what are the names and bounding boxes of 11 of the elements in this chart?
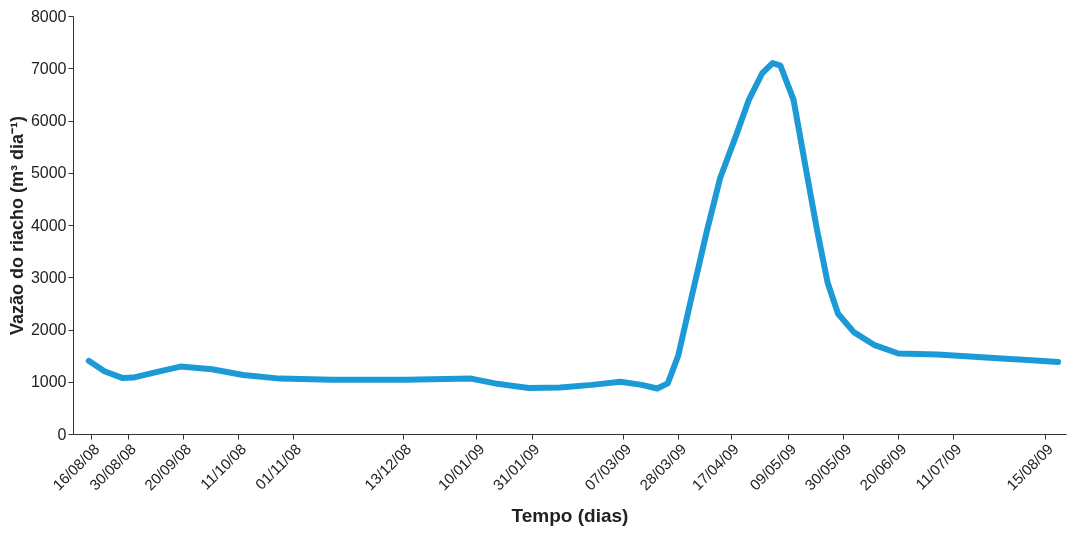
y-tick-label: 4000 xyxy=(30,216,67,234)
y-tick-label: 7000 xyxy=(30,59,67,77)
y-tick-label: 3000 xyxy=(30,268,67,286)
y-tick-label: 8000 xyxy=(30,7,67,25)
y-tick-label: 1000 xyxy=(30,373,67,391)
y-tick-label: 0 xyxy=(57,425,67,443)
y-axis-title: Vazão do riacho (m³ dia⁻¹) xyxy=(6,115,27,336)
y-tick-label: 2000 xyxy=(30,321,67,338)
x-axis-title: Tempo (dias) xyxy=(511,505,629,527)
y-tick-label: 6000 xyxy=(30,112,67,129)
y-tick-label: 5000 xyxy=(30,164,67,182)
